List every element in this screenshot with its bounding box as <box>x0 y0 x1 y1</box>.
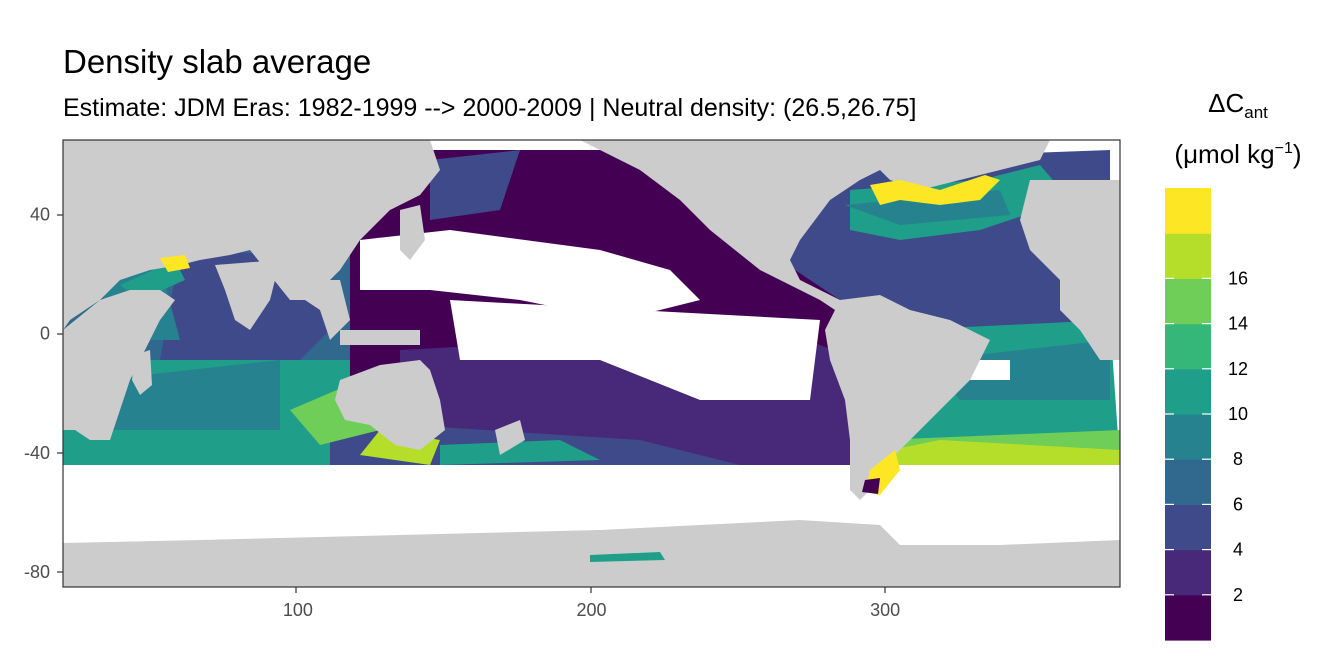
legend-colorbar <box>1165 188 1211 641</box>
legend-swatch <box>1165 233 1211 279</box>
x-axis <box>295 587 886 593</box>
legend-swatch <box>1165 188 1211 234</box>
legend-tick-label: 12 <box>1228 359 1248 379</box>
map-title: Density slab average <box>63 43 372 80</box>
legend-unit: (μmol kg−1) <box>1174 139 1301 169</box>
y-axis <box>57 214 63 573</box>
y-tick-label: -40 <box>24 443 50 463</box>
x-tick-label: 100 <box>283 600 313 620</box>
legend-swatch <box>1165 504 1211 551</box>
legend-swatch <box>1165 323 1211 370</box>
legend-swatch <box>1165 594 1211 641</box>
legend-tick-label: 2 <box>1233 585 1243 605</box>
y-tick-label: 0 <box>40 324 50 344</box>
x-tick-label: 300 <box>870 600 900 620</box>
y-tick-label: 40 <box>30 205 50 225</box>
legend-swatch <box>1165 278 1211 325</box>
land-masses <box>63 140 1120 587</box>
legend-tick-label: 6 <box>1233 494 1243 514</box>
legend-tick-label: 14 <box>1228 314 1248 334</box>
legend-tick-label: 8 <box>1233 449 1243 469</box>
legend-swatch <box>1165 414 1211 460</box>
y-tick-labels: 40 0 -40 -80 <box>24 205 50 583</box>
legend-ticks: 2 4 6 8 10 12 14 16 <box>1165 268 1248 605</box>
x-tick-label: 200 <box>576 600 606 620</box>
x-tick-labels: 100 200 300 <box>283 600 900 620</box>
legend-swatch <box>1165 368 1211 415</box>
legend-swatch <box>1165 549 1211 596</box>
legend: ΔCant (μmol kg−1) 2 4 6 8 10 12 14 16 <box>1165 88 1302 641</box>
map-subtitle: Estimate: JDM Eras: 1982-1999 --> 2000-2… <box>63 94 917 122</box>
legend-tick-label: 10 <box>1228 404 1248 424</box>
legend-title: ΔCant <box>1208 88 1268 122</box>
legend-tick-label: 4 <box>1233 540 1243 560</box>
legend-swatch <box>1165 459 1211 505</box>
high-value-highlights <box>160 175 1000 562</box>
y-tick-label: -80 <box>24 562 50 582</box>
legend-tick-label: 16 <box>1228 268 1248 288</box>
